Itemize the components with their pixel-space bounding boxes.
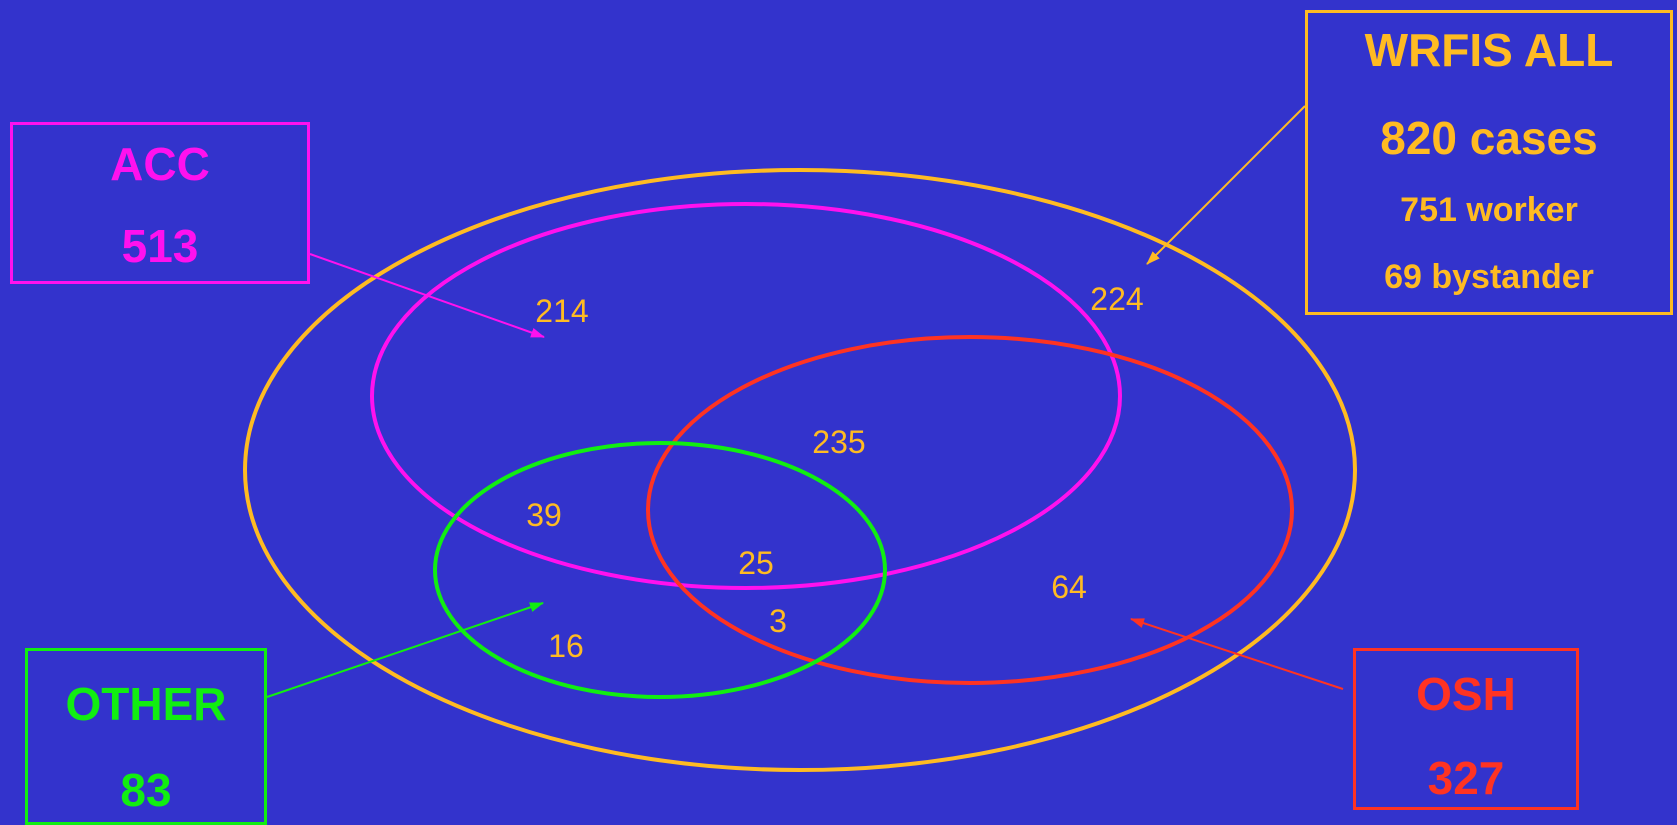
acc-count: 513 xyxy=(121,220,199,272)
all-callout-arrow xyxy=(1146,105,1306,265)
region-acc-osh-other: 25 xyxy=(738,545,774,581)
osh-ellipse xyxy=(646,335,1294,685)
osh-title: OSH xyxy=(1416,668,1516,720)
acc-ellipse xyxy=(370,202,1122,590)
acc-box: ACC 513 xyxy=(10,122,310,284)
all-cases-total: 820 cases xyxy=(1380,112,1598,164)
other-count: 83 xyxy=(120,764,172,816)
osh-callout-arrow xyxy=(1130,618,1344,690)
osh-count: 327 xyxy=(1427,752,1505,804)
other-callout-arrow xyxy=(266,602,544,698)
region-acc-only: 214 xyxy=(535,293,588,329)
all-cases-box: WRFIS ALL 820 cases 751 worker 69 bystan… xyxy=(1305,10,1673,315)
region-other-only: 16 xyxy=(548,628,584,664)
all-cases-worker: 751 worker xyxy=(1400,191,1578,229)
other-box: OTHER 83 xyxy=(25,648,267,825)
region-all-only: 224 xyxy=(1090,281,1143,317)
region-acc-other: 39 xyxy=(526,497,562,533)
other-ellipse xyxy=(433,441,887,699)
osh-box: OSH 327 xyxy=(1353,648,1579,810)
other-title: OTHER xyxy=(65,678,227,730)
region-osh-other: 3 xyxy=(769,603,787,639)
acc-callout-arrow xyxy=(309,253,545,338)
all-cases-bystander: 69 bystander xyxy=(1384,258,1594,296)
all-cases-ellipse xyxy=(243,168,1357,772)
acc-title: ACC xyxy=(110,138,210,190)
all-cases-title: WRFIS ALL xyxy=(1364,24,1614,76)
region-osh-only: 64 xyxy=(1051,569,1087,605)
region-acc-osh: 235 xyxy=(812,424,865,460)
